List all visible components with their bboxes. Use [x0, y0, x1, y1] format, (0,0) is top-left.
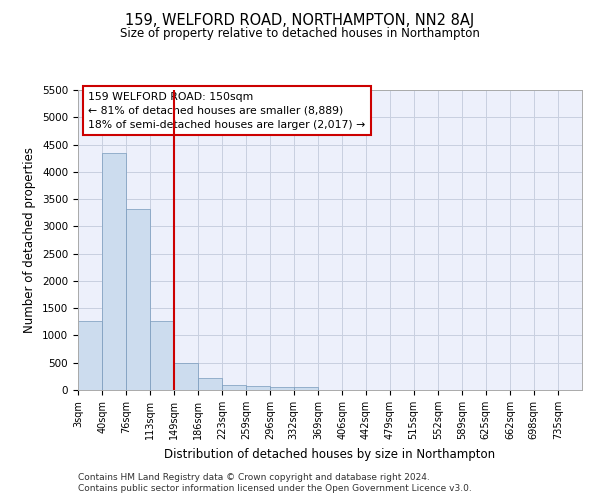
X-axis label: Distribution of detached houses by size in Northampton: Distribution of detached houses by size … [164, 448, 496, 460]
Bar [222, 385, 247, 390]
Text: Contains HM Land Registry data © Crown copyright and database right 2024.: Contains HM Land Registry data © Crown c… [78, 472, 430, 482]
Bar [246, 386, 270, 390]
Bar [270, 386, 294, 390]
Bar [150, 320, 175, 390]
Bar [102, 152, 127, 390]
Bar [126, 210, 150, 390]
Bar [78, 320, 102, 390]
Bar [293, 388, 318, 390]
Bar [173, 364, 198, 390]
Y-axis label: Number of detached properties: Number of detached properties [23, 147, 37, 333]
Text: 159 WELFORD ROAD: 150sqm
← 81% of detached houses are smaller (8,889)
18% of sem: 159 WELFORD ROAD: 150sqm ← 81% of detach… [88, 92, 365, 130]
Text: 159, WELFORD ROAD, NORTHAMPTON, NN2 8AJ: 159, WELFORD ROAD, NORTHAMPTON, NN2 8AJ [125, 12, 475, 28]
Text: Contains public sector information licensed under the Open Government Licence v3: Contains public sector information licen… [78, 484, 472, 493]
Bar [198, 378, 222, 390]
Text: Size of property relative to detached houses in Northampton: Size of property relative to detached ho… [120, 28, 480, 40]
